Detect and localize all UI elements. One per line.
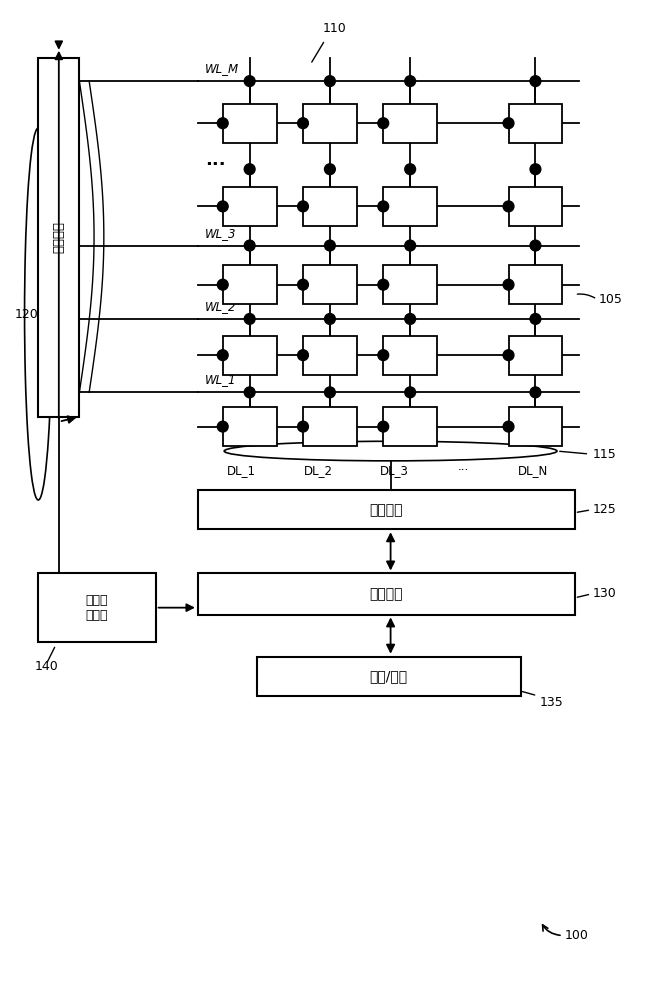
Ellipse shape: [224, 441, 557, 461]
Text: WL_3: WL_3: [205, 227, 236, 240]
Circle shape: [378, 421, 389, 432]
Circle shape: [503, 279, 514, 290]
Circle shape: [503, 201, 514, 212]
Circle shape: [244, 240, 255, 251]
Circle shape: [378, 118, 389, 129]
Bar: [303, 104, 357, 143]
Bar: [223, 265, 276, 304]
Bar: [303, 265, 357, 304]
Bar: [303, 187, 357, 226]
Bar: [383, 336, 437, 375]
Circle shape: [530, 164, 541, 175]
Circle shape: [325, 387, 335, 398]
Text: 100: 100: [565, 929, 589, 942]
Text: 110: 110: [323, 22, 347, 35]
Circle shape: [244, 314, 255, 324]
Bar: [38, 573, 156, 642]
Circle shape: [325, 240, 335, 251]
Circle shape: [405, 387, 415, 398]
Text: 125: 125: [592, 503, 616, 516]
Text: WL_2: WL_2: [205, 300, 236, 313]
Text: 105: 105: [599, 293, 623, 306]
Circle shape: [405, 240, 415, 251]
Circle shape: [244, 164, 255, 175]
Bar: [509, 187, 563, 226]
Bar: [383, 407, 437, 446]
Circle shape: [244, 387, 255, 398]
Text: DL_N: DL_N: [518, 464, 548, 477]
Circle shape: [297, 279, 308, 290]
Text: 列解码器: 列解码器: [370, 587, 403, 601]
Circle shape: [297, 421, 308, 432]
Circle shape: [297, 118, 308, 129]
Bar: [509, 407, 563, 446]
Circle shape: [503, 118, 514, 129]
Circle shape: [405, 164, 415, 175]
Text: 135: 135: [539, 696, 563, 709]
Bar: [383, 187, 437, 226]
Text: 行解码器: 行解码器: [52, 221, 65, 253]
Text: 输入/输出: 输入/输出: [370, 669, 408, 683]
Circle shape: [217, 118, 228, 129]
Bar: [38, 58, 80, 417]
Text: 140: 140: [35, 660, 58, 673]
Circle shape: [530, 240, 541, 251]
Bar: [303, 407, 357, 446]
Circle shape: [378, 350, 389, 361]
Bar: [509, 336, 563, 375]
Circle shape: [503, 350, 514, 361]
Text: ···: ···: [205, 156, 226, 174]
Bar: [256, 657, 521, 696]
Text: 感测组件: 感测组件: [370, 503, 403, 517]
Text: DL_2: DL_2: [304, 464, 333, 477]
Text: 130: 130: [592, 587, 616, 600]
Circle shape: [244, 76, 255, 87]
Bar: [223, 407, 276, 446]
Bar: [223, 187, 276, 226]
Bar: [383, 104, 437, 143]
Bar: [223, 336, 276, 375]
Text: 120: 120: [15, 308, 38, 321]
Bar: [383, 265, 437, 304]
Circle shape: [530, 76, 541, 87]
Text: 115: 115: [592, 448, 616, 461]
Bar: [509, 104, 563, 143]
Circle shape: [325, 76, 335, 87]
Bar: [303, 336, 357, 375]
Text: WL_1: WL_1: [205, 373, 236, 386]
Circle shape: [297, 350, 308, 361]
Text: WL_M: WL_M: [205, 62, 239, 75]
Circle shape: [217, 279, 228, 290]
Circle shape: [217, 350, 228, 361]
Circle shape: [378, 279, 389, 290]
Circle shape: [217, 421, 228, 432]
Circle shape: [405, 76, 415, 87]
Circle shape: [325, 314, 335, 324]
Bar: [509, 265, 563, 304]
Circle shape: [297, 201, 308, 212]
Text: ···: ···: [458, 464, 469, 477]
Text: DL_3: DL_3: [380, 464, 409, 477]
Text: 存储器
控制器: 存储器 控制器: [85, 594, 108, 622]
Circle shape: [378, 201, 389, 212]
Text: DL_1: DL_1: [228, 464, 256, 477]
Circle shape: [217, 201, 228, 212]
Circle shape: [503, 421, 514, 432]
Circle shape: [405, 314, 415, 324]
Circle shape: [530, 314, 541, 324]
Bar: [198, 490, 574, 529]
Bar: [223, 104, 276, 143]
Circle shape: [325, 164, 335, 175]
Bar: [198, 573, 574, 615]
Circle shape: [530, 387, 541, 398]
